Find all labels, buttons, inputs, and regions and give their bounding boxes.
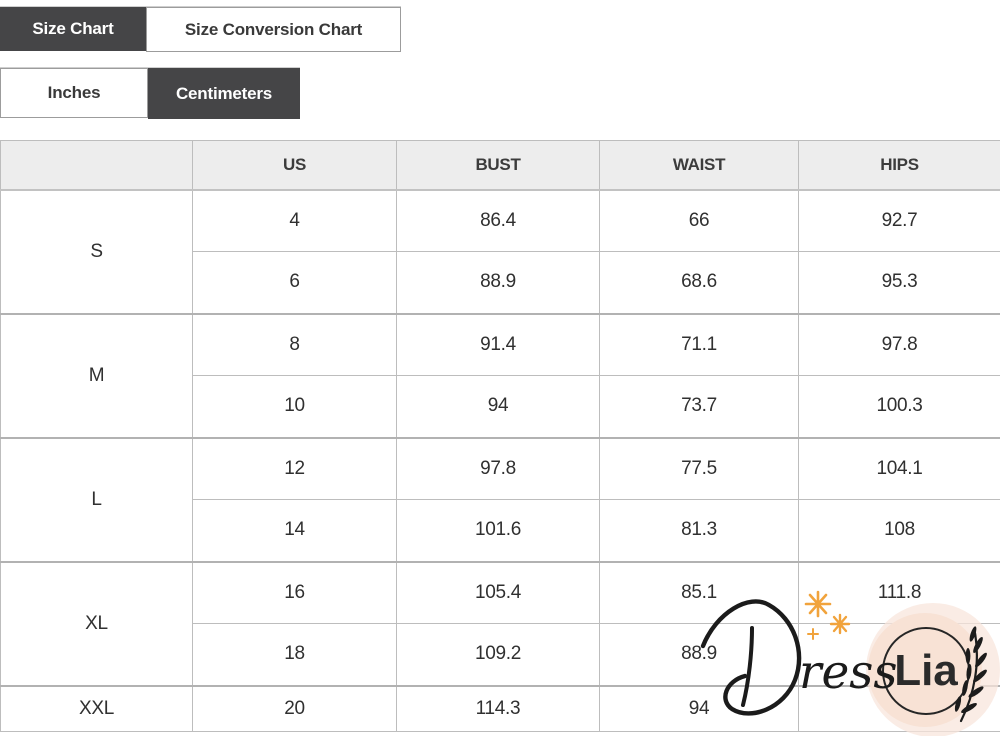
cell-bust: 101.6: [396, 499, 600, 562]
cell-us: 20: [192, 684, 397, 732]
cell-waist: 81.3: [599, 499, 799, 562]
cell-waist: 94: [599, 684, 799, 732]
header-bust: BUST: [396, 140, 600, 191]
size-label-xl: XL: [0, 560, 193, 686]
tab-size-chart-label: Size Chart: [32, 19, 114, 38]
cell-bust: 97.8: [396, 436, 600, 500]
header-size: [0, 140, 193, 191]
table-row: 10 94 73.7 100.3: [1, 375, 1000, 438]
table-row: XXL 20 114.3 94 1: [0, 684, 1000, 732]
table-row: L 12 97.8 77.5 104.1: [0, 436, 1000, 562]
cell-bust: 88.9: [396, 251, 600, 314]
cell-waist: 73.7: [599, 375, 799, 438]
cell-bust: 114.3: [396, 684, 600, 732]
table-row: 6 88.9 68.6 95.3: [1, 251, 1000, 314]
cell-bust: 91.4: [396, 312, 600, 376]
cell-waist: 66: [599, 189, 799, 252]
cell-hips: 92.7: [798, 189, 1000, 252]
tab-size-conversion-chart-label: Size Conversion Chart: [184, 19, 363, 39]
cell-bust: 94: [396, 375, 600, 438]
table-row: XL 16 105.4 85.1 111.8: [0, 560, 1000, 686]
table-header-row: US BUST WAIST HIPS: [0, 140, 1000, 191]
tab-inches-label: Inches: [47, 83, 101, 102]
cell-waist: 77.5: [599, 436, 799, 500]
header-waist: WAIST: [599, 140, 799, 191]
cell-waist: 71.1: [599, 312, 799, 376]
cell-bust: 109.2: [396, 623, 600, 686]
size-label-m: M: [0, 312, 193, 438]
cell-us: 10: [192, 375, 397, 438]
size-table: US BUST WAIST HIPS S 4 86.4 66 92.7 6 88…: [0, 140, 1000, 732]
cell-waist: 88.9: [599, 623, 799, 686]
cell-waist: 68.6: [599, 251, 799, 314]
cell-us: 18: [192, 623, 397, 686]
size-label-l: L: [0, 436, 193, 562]
header-us: US: [192, 140, 397, 191]
cell-us: 14: [192, 499, 397, 562]
cell-us: 4: [192, 189, 397, 252]
cell-hips: 108: [798, 499, 1000, 562]
header-hips: HIPS: [798, 140, 1000, 191]
cell-hips: 111.8: [798, 560, 1000, 624]
unit-tab-group: Inches Centimeters: [0, 67, 300, 119]
tab-inches[interactable]: Inches: [0, 68, 148, 118]
table-row: S 4 86.4 66 92.7: [0, 189, 1000, 314]
tab-centimeters-label: Centimeters: [175, 83, 273, 103]
size-label-s: S: [0, 189, 193, 314]
cell-us: 12: [192, 436, 397, 500]
tab-centimeters[interactable]: Centimeters: [148, 68, 300, 119]
cell-hips: 95.3: [798, 251, 1000, 314]
cell-hips: 100.3: [798, 375, 1000, 438]
cell-us: 6: [192, 251, 397, 314]
cell-bust: 105.4: [396, 560, 600, 624]
size-label-xxl: XXL: [0, 684, 193, 732]
tab-size-conversion-chart[interactable]: Size Conversion Chart: [146, 7, 401, 52]
cell-bust: 86.4: [396, 189, 600, 252]
cell-hips: 104.1: [798, 436, 1000, 500]
cell-us: 16: [192, 560, 397, 624]
tab-size-chart[interactable]: Size Chart: [0, 7, 146, 51]
cell-us: 8: [192, 312, 397, 376]
table-row: M 8 91.4 71.1 97.8: [0, 312, 1000, 438]
cell-hips: 97.8: [798, 312, 1000, 376]
cell-hips: 1: [798, 684, 1000, 732]
chart-tab-group: Size Chart Size Conversion Chart: [0, 6, 401, 52]
cell-waist: 85.1: [599, 560, 799, 624]
cell-hips: [798, 623, 1000, 686]
